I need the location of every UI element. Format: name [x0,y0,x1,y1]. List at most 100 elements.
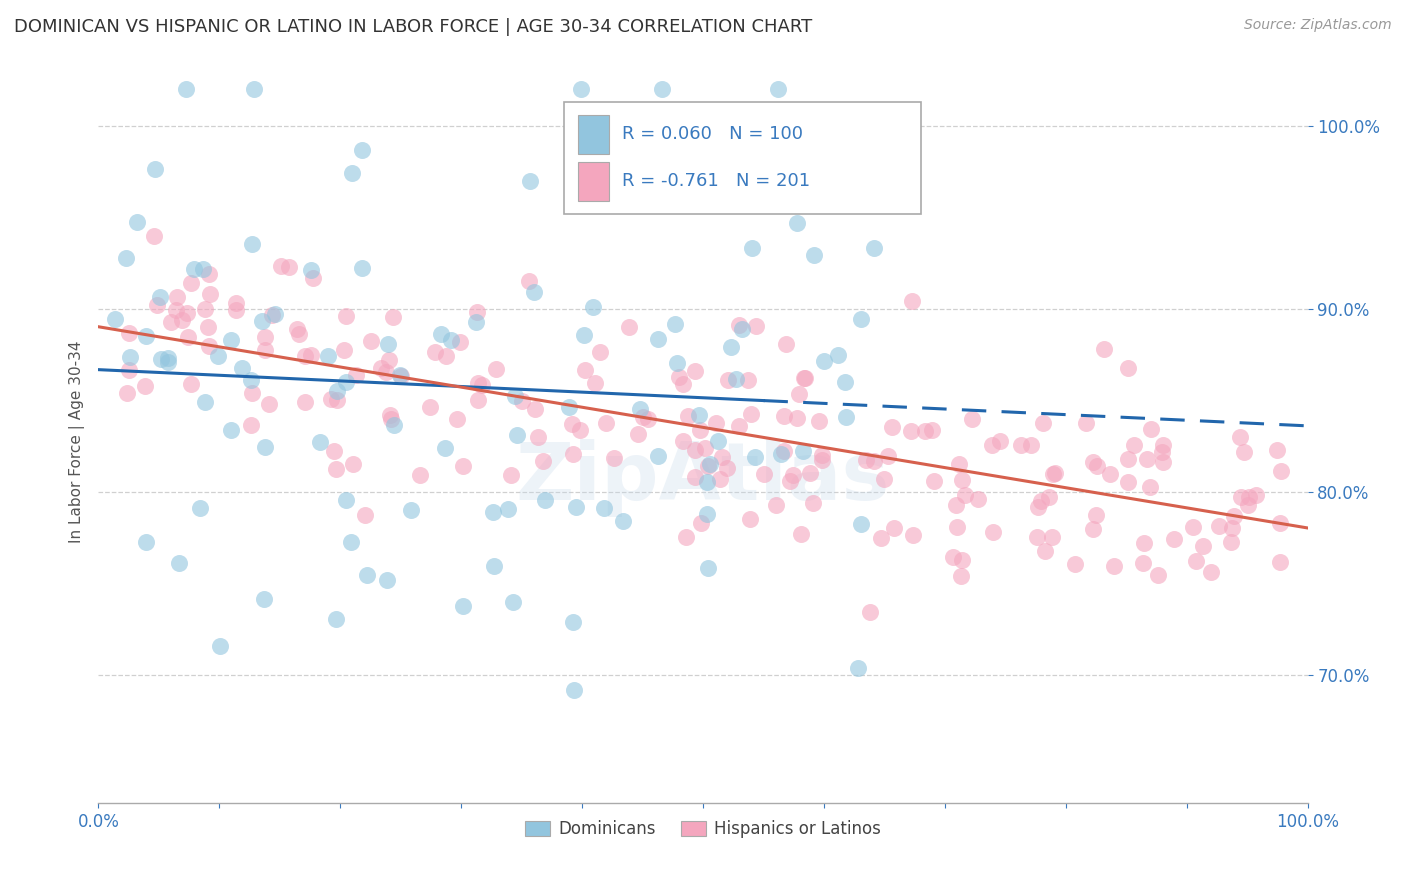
Point [165,303,187,318]
Point [950,568,973,582]
Text: DOMINICAN VS HISPANIC OR LATINO IN LABOR FORCE | AGE 30-34 CORRELATION CHART: DOMINICAN VS HISPANIC OR LATINO IN LABOR… [14,18,813,36]
Point [188,500,211,515]
Point [446,412,468,426]
Point [631,409,654,424]
Point [325,611,347,625]
Point [1087,458,1109,473]
Point [877,449,900,463]
Point [697,458,720,473]
Point [603,450,626,465]
Point [727,318,749,332]
Point [254,441,277,455]
Point [1185,554,1208,568]
Point [967,491,990,506]
Point [980,438,1002,452]
Point [647,333,669,347]
Point [302,270,325,285]
Point [375,574,398,588]
Point [870,531,893,545]
Point [707,434,730,449]
Point [1181,520,1204,534]
Point [862,454,884,468]
Point [502,595,524,609]
Point [775,337,797,351]
Point [765,498,787,512]
Text: ZipAtlas: ZipAtlas [516,439,890,516]
Point [285,322,308,336]
Point [352,261,374,276]
Point [672,377,695,392]
Point [562,615,585,630]
Point [1270,464,1292,478]
Point [1032,417,1054,431]
Point [325,384,347,398]
Point [294,395,316,409]
Point [1220,521,1243,535]
Point [683,364,706,378]
Point [208,639,231,653]
Point [118,326,141,341]
Point [706,416,728,430]
Point [942,549,965,564]
Point [263,307,285,321]
Point [356,568,378,582]
Point [1038,490,1060,504]
Point [191,262,214,277]
Point [1140,422,1163,436]
Point [510,394,533,409]
Point [793,371,815,385]
Point [754,467,776,481]
Point [595,416,617,430]
Point [689,424,711,438]
Point [914,424,936,438]
Point [693,442,716,456]
Point [325,461,347,475]
Point [799,467,821,481]
Point [834,375,856,389]
Point [375,365,398,379]
Point [583,376,606,391]
Point [1084,508,1107,523]
Point [498,501,520,516]
Point [160,315,183,329]
Point [737,372,759,386]
Point [921,423,943,437]
Point [389,368,412,383]
Y-axis label: In Labor Force | Age 30-34: In Labor Force | Age 30-34 [69,340,84,543]
Point [423,345,446,359]
Text: R = 0.060   N = 100: R = 0.060 N = 100 [621,126,803,144]
Point [859,605,882,619]
Point [779,474,801,488]
Point [665,356,688,370]
Point [637,412,659,426]
Point [1076,417,1098,431]
Point [569,82,592,96]
Point [1232,445,1254,459]
Point [219,423,242,437]
Point [499,468,522,483]
Point [1132,556,1154,570]
Point [617,320,640,334]
Point [593,500,616,515]
Point [177,330,200,344]
Bar [578,114,609,154]
Point [1220,535,1243,549]
Point [449,334,471,349]
Point [180,376,202,391]
Point [1230,490,1253,504]
Point [335,310,357,324]
Point [709,472,731,486]
Point [683,470,706,484]
Point [1102,558,1125,573]
Point [503,389,526,403]
Point [664,191,686,205]
Point [197,319,219,334]
Point [378,408,401,422]
Point [176,306,198,320]
Point [505,428,527,442]
Point [127,215,149,229]
Point [1040,530,1063,544]
Point [730,322,752,336]
Point [378,353,401,368]
Point [523,402,546,417]
